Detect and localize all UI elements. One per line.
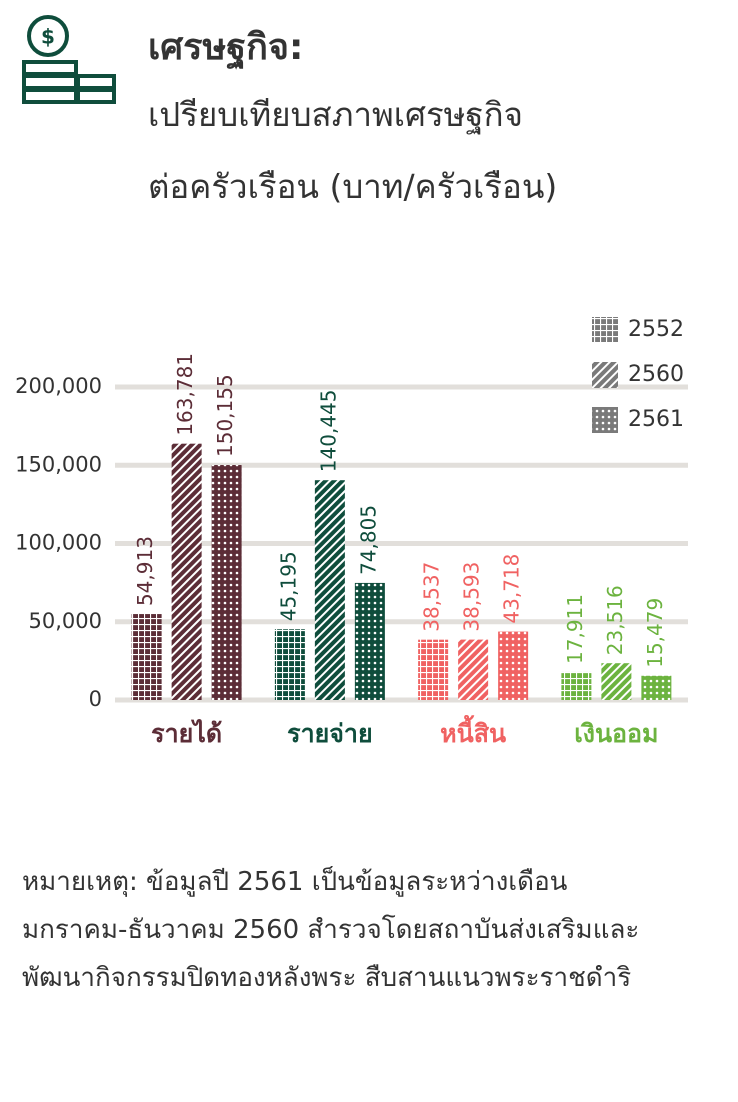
value-label: 45,195: [276, 551, 300, 621]
bar: [601, 663, 632, 700]
value-label: 43,718: [500, 554, 524, 624]
y-tick-label: 100,000: [15, 531, 102, 555]
y-tick-label: 200,000: [15, 374, 102, 398]
value-label: 54,913: [133, 536, 157, 606]
title: เศรษฐกิจ:: [148, 27, 304, 68]
legend-label: 2552: [628, 317, 684, 342]
value-label: 74,805: [356, 505, 380, 575]
svg-text:$: $: [41, 25, 55, 49]
x-tick-label: รายจ่าย: [287, 719, 372, 748]
value-label: 38,593: [460, 562, 484, 632]
subtitle: ต่อครัวเรือน (บาท/ครัวเรือน): [148, 167, 558, 206]
bar: [211, 465, 242, 700]
value-label: 23,516: [603, 585, 627, 655]
coins-icon: $: [22, 15, 116, 104]
bar: [641, 675, 672, 700]
value-label: 15,479: [643, 598, 667, 668]
x-tick-label: หนี้สิน: [440, 714, 506, 748]
legend-swatch: [592, 362, 618, 388]
bar: [274, 629, 305, 700]
legend-label: 2560: [628, 362, 684, 387]
subtitle: เปรียบเทียบสภาพเศรษฐกิจ: [148, 95, 523, 134]
legend-swatch: [592, 317, 618, 343]
y-tick-label: 50,000: [29, 609, 102, 633]
bar: [498, 631, 529, 700]
value-label: 150,155: [213, 374, 237, 457]
value-label: 163,781: [173, 353, 197, 436]
x-tick-label: เงินออม: [574, 719, 658, 748]
bar: [314, 480, 345, 700]
legend-label: 2561: [628, 407, 684, 432]
legend-swatch: [592, 407, 618, 433]
y-tick-label: 150,000: [15, 452, 102, 476]
x-tick-label: รายได้: [151, 718, 222, 748]
bar: [131, 614, 162, 700]
value-label: 38,537: [420, 562, 444, 632]
bar: [458, 639, 489, 700]
bar: [418, 639, 449, 700]
chart: 0 50,000 100,000 150,000 200,000 รายได้ 54,913…: [15, 317, 688, 748]
value-label: 140,445: [316, 389, 340, 472]
value-label: 17,911: [563, 594, 587, 664]
bar: [354, 582, 385, 700]
note: หมายเหตุ: ข้อมูลปี 2561 เป็นข้อมูลระหว่า…: [22, 867, 640, 993]
bar: [561, 671, 592, 700]
bar: [171, 443, 202, 700]
y-tick-label: 0: [89, 687, 102, 711]
